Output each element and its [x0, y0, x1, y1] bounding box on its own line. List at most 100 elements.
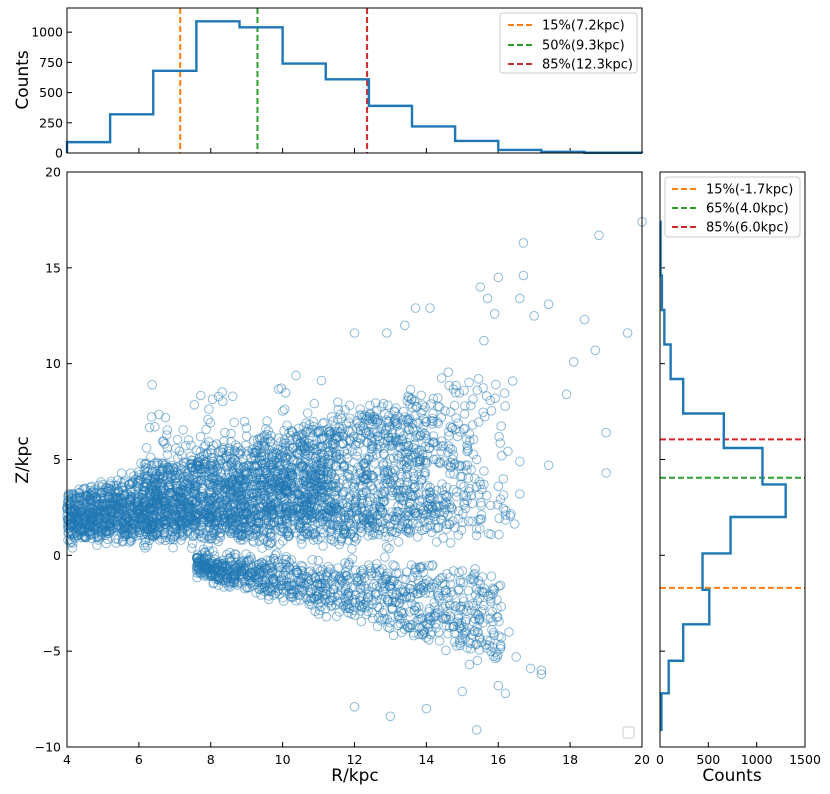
scatter-point — [132, 478, 143, 488]
scatter-point — [455, 427, 465, 437]
scatter-point — [410, 432, 421, 443]
scatter-point — [416, 408, 426, 418]
scatter-point — [266, 431, 277, 441]
scatter-point — [408, 426, 419, 436]
scatter-point — [360, 463, 371, 473]
scatter-point — [486, 406, 497, 416]
scatter-point — [466, 400, 476, 411]
right-xtick-label: 500 — [696, 752, 720, 767]
scatter-point — [403, 418, 413, 428]
scatter-point — [504, 627, 514, 637]
top-hist-bin — [153, 71, 196, 153]
scatter-point — [65, 538, 75, 548]
scatter-point — [402, 414, 413, 425]
scatter-point — [368, 452, 378, 462]
scatter-point — [467, 420, 478, 430]
scatter-point — [444, 519, 454, 530]
scatter-point — [142, 540, 153, 551]
scatter-point — [360, 453, 371, 464]
scatter-point — [360, 457, 371, 468]
scatter-point — [431, 502, 442, 513]
scatter-point — [309, 398, 320, 409]
scatter-xtick-label: 10 — [275, 752, 291, 767]
scatter-point — [184, 528, 195, 539]
scatter-point — [352, 534, 362, 544]
scatter-point — [438, 510, 448, 521]
scatter-point — [457, 517, 468, 528]
scatter-point — [428, 492, 438, 503]
scatter-point — [349, 702, 360, 712]
scatter-point — [178, 425, 188, 435]
scatter-point — [367, 447, 377, 457]
scatter-xtick-label: 4 — [63, 752, 71, 767]
right-hist-bin — [660, 484, 786, 517]
scatter-point — [496, 421, 506, 432]
scatter-point — [463, 486, 474, 497]
scatter-point — [321, 611, 332, 622]
scatter-point — [515, 456, 525, 467]
right-legend-label-15: 15%(-1.7kpc) — [706, 183, 793, 198]
scatter-ytick-label: 5 — [53, 452, 61, 467]
scatter-point — [410, 439, 420, 450]
right-hist-bin — [660, 379, 683, 414]
top-ytick-label: 0 — [55, 146, 63, 161]
scatter-point — [403, 506, 413, 516]
scatter-point — [404, 424, 414, 435]
scatter-point — [438, 533, 448, 543]
scatter-point — [96, 477, 106, 487]
top-hist-bin — [196, 21, 239, 153]
scatter-point — [248, 435, 259, 446]
scatter-point — [407, 402, 418, 413]
scatter-point — [509, 519, 520, 529]
scatter-point — [116, 477, 126, 488]
scatter-point — [428, 393, 439, 404]
scatter-point — [278, 406, 288, 416]
scatter-point — [401, 457, 412, 468]
scatter-point — [340, 514, 351, 525]
scatter-point — [398, 415, 408, 425]
scatter-point — [436, 373, 447, 383]
scatter-point — [518, 270, 529, 281]
scatter-point — [454, 388, 465, 398]
scatter-point — [244, 526, 255, 537]
scatter-point — [421, 703, 432, 714]
scatter-xtick-label: 14 — [418, 752, 434, 767]
scatter-point — [92, 540, 102, 551]
scatter-point — [472, 655, 483, 666]
scatter-point — [498, 474, 509, 484]
scatter-point — [500, 510, 511, 520]
scatter-point — [456, 525, 467, 535]
scatter-point — [500, 401, 511, 411]
top-ytick-label: 750 — [39, 55, 63, 70]
scatter-point — [140, 543, 150, 553]
scatter-point — [204, 404, 214, 415]
scatter-xtick-label: 18 — [562, 752, 578, 767]
right-hist-bin — [660, 414, 724, 449]
scatter-point — [193, 457, 204, 468]
scatter-xtick-label: 16 — [490, 752, 506, 767]
top-hist-bin — [412, 126, 455, 153]
scatter-point — [497, 450, 507, 461]
scatter-point — [233, 442, 244, 453]
scatter-point — [248, 537, 259, 548]
scatter-point — [352, 446, 363, 457]
top-ytick-label: 500 — [39, 85, 63, 100]
scatter-point — [482, 293, 493, 304]
scatter-point — [361, 470, 372, 481]
scatter-point — [384, 543, 394, 554]
scatter-point — [308, 535, 319, 545]
right-hist-bin — [660, 661, 669, 694]
scatter-point — [365, 400, 375, 411]
right-hist-bin — [660, 345, 671, 380]
scatter-point — [356, 527, 367, 538]
scatter-point — [359, 423, 369, 434]
scatter-point — [351, 451, 362, 461]
scatter-point — [468, 394, 478, 405]
scatter-point — [381, 542, 392, 552]
scatter-point — [410, 303, 421, 313]
right-legend: 15%(-1.7kpc) 65%(4.0kpc) 85%(6.0kpc) — [664, 176, 801, 238]
top-legend-box — [499, 12, 638, 74]
scatter-point — [431, 537, 442, 547]
right-histogram-panel: 0 500 1000 1500 Counts 15%(-1.7kpc) 65%(4.0… — [656, 171, 821, 786]
